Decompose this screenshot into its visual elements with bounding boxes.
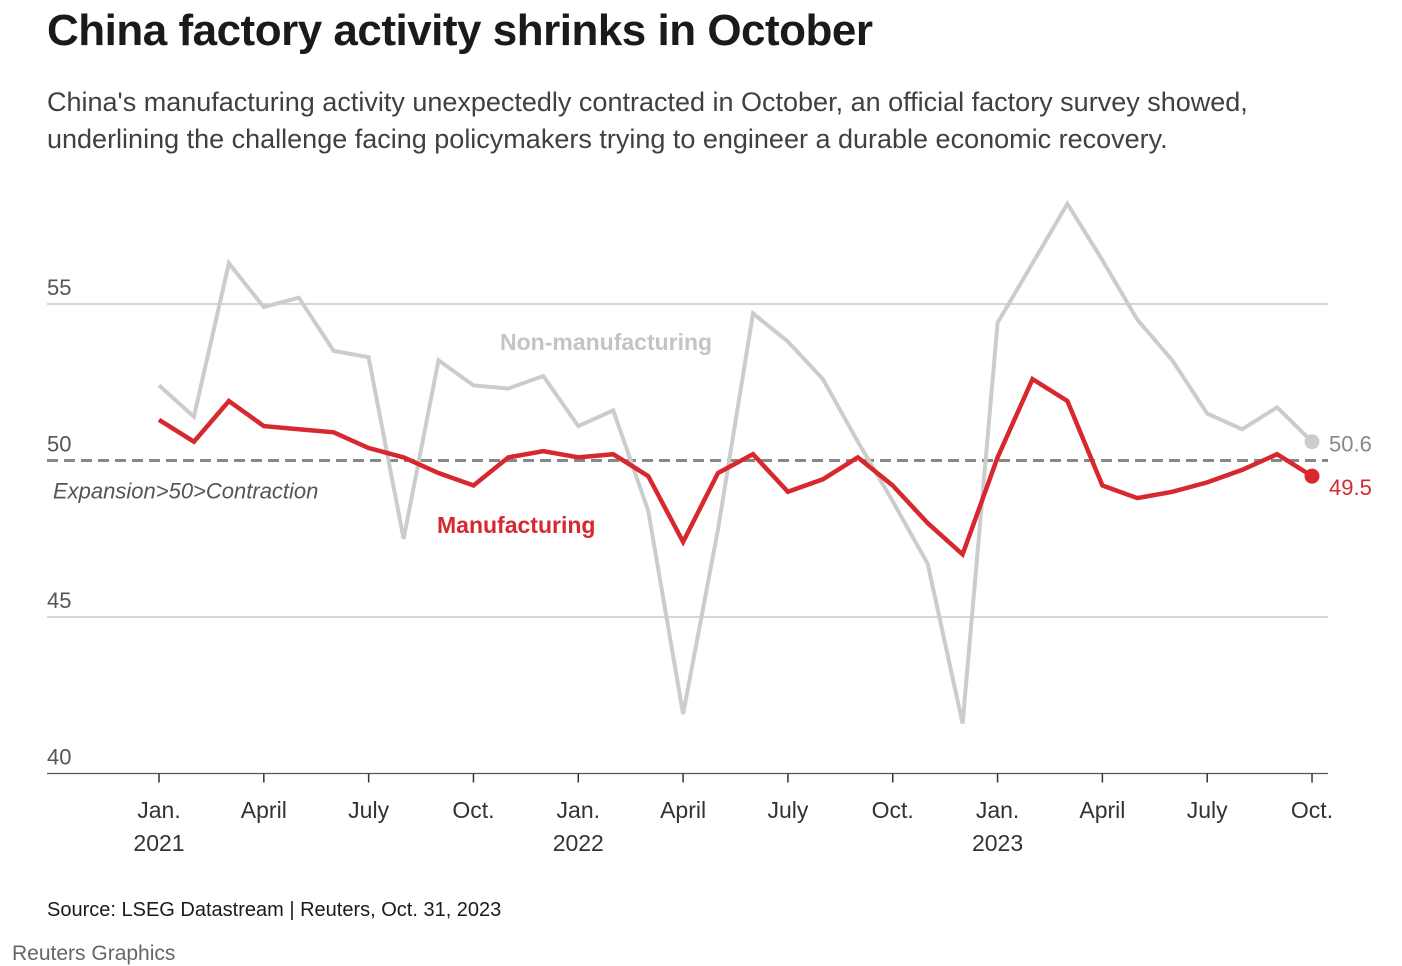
y-tick-label-45: 45 (47, 588, 71, 613)
label-manufacturing: Manufacturing (437, 512, 595, 538)
manufacturing-end-label: 49.5 (1329, 475, 1372, 500)
y-axis-tick-labels: 40 45 50 55 (47, 275, 71, 770)
label-non-manufacturing: Non-manufacturing (500, 329, 712, 355)
x-tick-label-2022-10: Oct. (872, 797, 914, 823)
reference-line-group: Expansion>50>Contraction (47, 459, 1328, 504)
x-tick-label-2021-01: Jan. (137, 797, 180, 823)
y-tick-label-50: 50 (47, 432, 71, 457)
manufacturing-line (157, 375, 1314, 559)
y-tick-label-55: 55 (47, 275, 71, 300)
subtitle-line-1: China's manufacturing activity unexpecte… (47, 87, 1248, 117)
source-note: Source: LSEG Datastream | Reuters, Oct. … (47, 899, 502, 921)
x-tick-label-2021-10: Oct. (452, 797, 494, 823)
x-tick-label-2022-04: April (660, 797, 706, 823)
non-manufacturing-end-label: 50.6 (1329, 432, 1372, 457)
x-tick-label-2022-01: Jan. (557, 797, 600, 823)
credit-note: Reuters Graphics (12, 942, 176, 965)
x-year-label-2023: 2023 (972, 830, 1023, 856)
x-tick-label-2021-07: July (348, 797, 389, 823)
x-year-label-2022: 2022 (553, 830, 604, 856)
reference-line-label: Expansion>50>Contraction (53, 479, 318, 504)
x-tick-label-2021-04: April (241, 797, 287, 823)
x-tick-label-2023-04: April (1079, 797, 1125, 823)
y-tick-label-40: 40 (47, 745, 71, 770)
non-manufacturing-line (157, 199, 1314, 724)
subtitle-line-2: underlining the challenge facing policym… (47, 124, 1168, 154)
manufacturing-point-2023-10 (1304, 468, 1320, 484)
x-tick-label-2022-07: July (767, 797, 808, 823)
series-group: 50.6 49.5 (157, 199, 1372, 724)
non-manufacturing-point-2023-10 (1304, 434, 1320, 450)
x-axis: Jan. 2021 April July Oct. Jan. 2022 April July Oc… (47, 772, 1333, 856)
chart-subtitle: China's manufacturing activity unexpecte… (47, 84, 1347, 158)
annotations: Non-manufacturing Manufacturing (437, 329, 712, 538)
x-year-label-2021: 2021 (133, 830, 184, 856)
chart-title: China factory activity shrinks in Octobe… (47, 6, 873, 55)
x-tick-label-2023-10: Oct. (1291, 797, 1333, 823)
x-tick-label-2023-01: Jan. (976, 797, 1019, 823)
x-tick-label-2023-07: July (1187, 797, 1228, 823)
